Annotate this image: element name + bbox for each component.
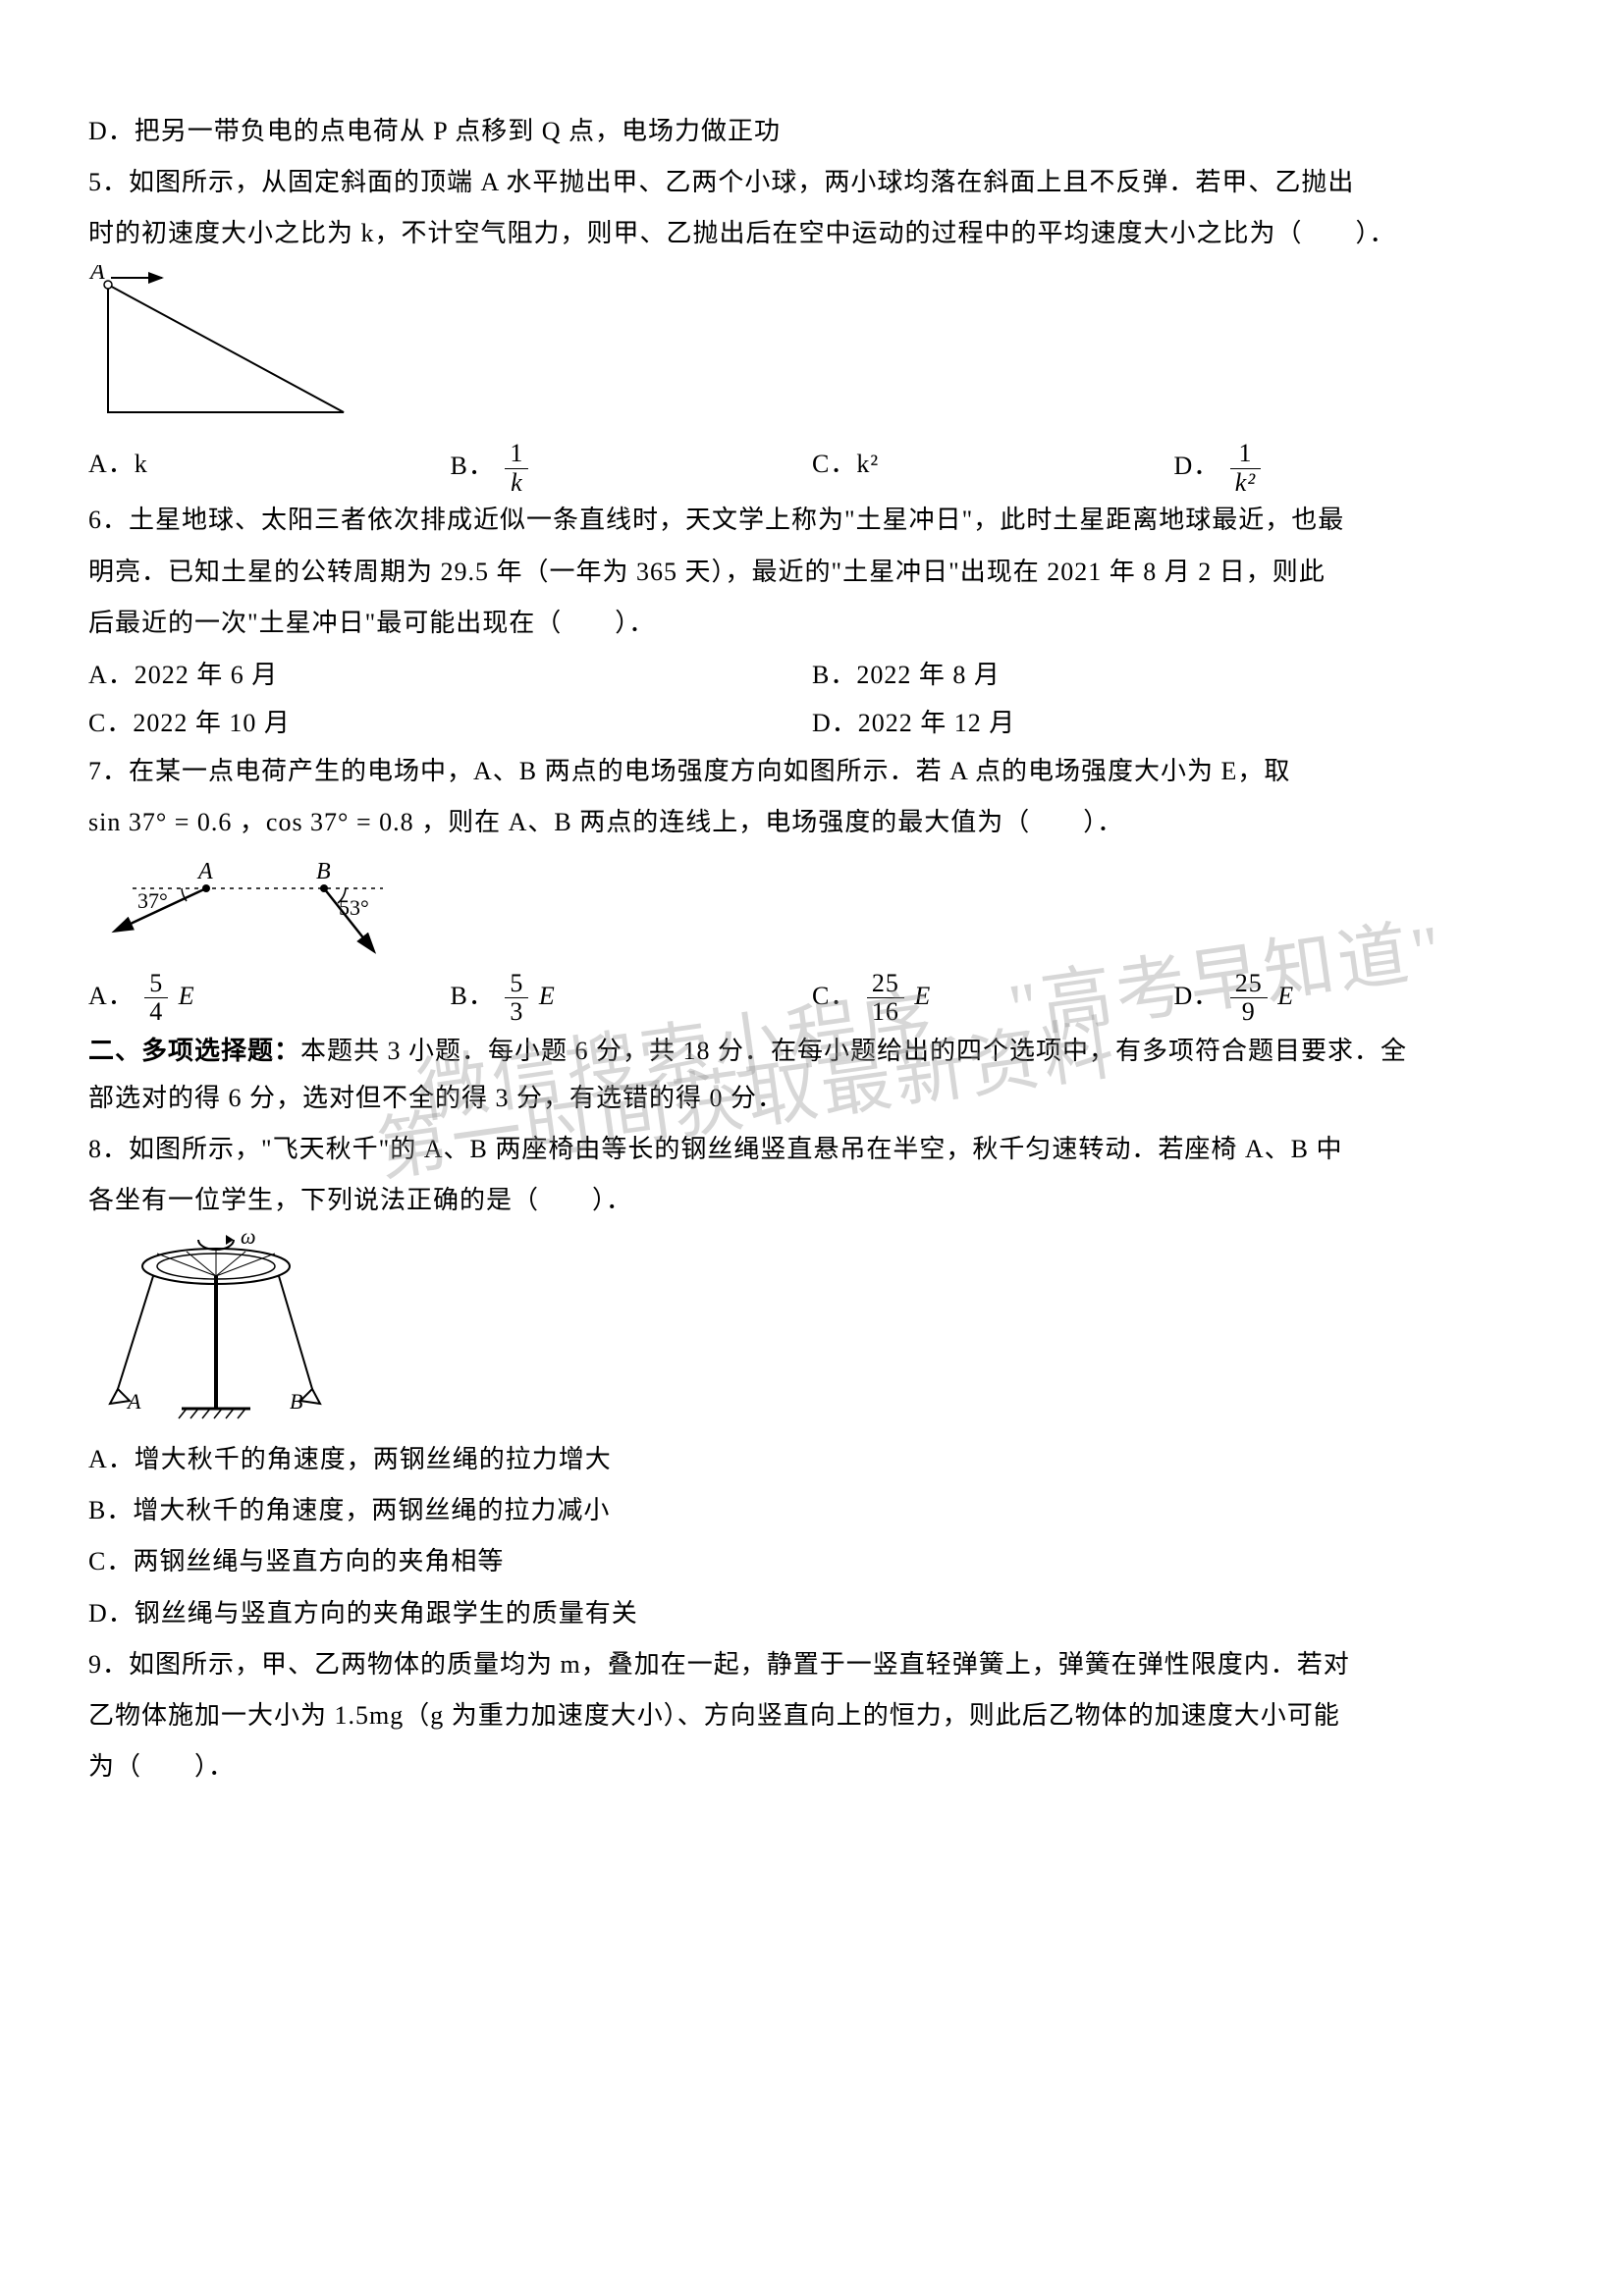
q8-optC: C．两钢丝绳与竖直方向的夹角相等 — [88, 1538, 1536, 1585]
q5-optC: C．k² — [812, 440, 1174, 497]
q6-stem: 6．土星地球、太阳三者依次排成近似一条直线时，天文学上称为"土星冲日"，此时土星… — [88, 497, 1536, 544]
q5-optB: B． 1k — [451, 440, 813, 497]
q5-figure: A — [88, 265, 1536, 432]
label-B: B — [290, 1389, 302, 1414]
q5-stem: 5．如图所示，从固定斜面的顶端 A 水平抛出甲、乙两个小球，两小球均落在斜面上且… — [88, 159, 1536, 206]
q7-optB: B． 53 E — [451, 970, 813, 1027]
label-A: A — [88, 265, 105, 285]
q9-stem: 9．如图所示，甲、乙两物体的质量均为 m，叠加在一起，静置于一竖直轻弹簧上，弹簧… — [88, 1641, 1536, 1688]
q8-optD: D．钢丝绳与竖直方向的夹角跟学生的质量有关 — [88, 1590, 1536, 1637]
label-A: A — [126, 1389, 141, 1414]
label-omega: ω — [241, 1232, 256, 1249]
q6-options: A．2022 年 6 月 B．2022 年 8 月 C．2022 年 10 月 … — [88, 651, 1536, 748]
q8-figure: ω A B — [88, 1232, 1536, 1428]
q7-options: A． 54 E B． 53 E C． 2516 E D． 259 E — [88, 970, 1536, 1027]
q8-optA: A．增大秋千的角速度，两钢丝绳的拉力增大 — [88, 1436, 1536, 1483]
q6-optB: B．2022 年 8 月 — [812, 651, 1536, 699]
q6-optA: A．2022 年 6 月 — [88, 651, 812, 699]
q5-options: A．k B． 1k C．k² D． 1k² — [88, 440, 1536, 497]
q5-optD: D． 1k² — [1174, 440, 1537, 497]
q9-stem: 为（ ）． — [88, 1743, 1536, 1790]
angle-A: 37° — [137, 888, 168, 913]
q7-stem: sin 37° = 0.6 ，cos 37° = 0.8 ，则在 A、B 两点的… — [88, 799, 1536, 846]
q5-optA: A．k — [88, 440, 451, 497]
q7-stem: 7．在某一点电荷产生的电场中，A、B 两点的电场强度方向如图所示．若 A 点的电… — [88, 748, 1536, 795]
q7-optD: D． 259 E — [1174, 970, 1537, 1027]
label-B: B — [316, 859, 331, 884]
q5-stem: 时的初速度大小之比为 k，不计空气阻力，则甲、乙抛出后在空中运动的过程中的平均速… — [88, 210, 1536, 257]
q8-options: A．增大秋千的角速度，两钢丝绳的拉力增大 B．增大秋千的角速度，两钢丝绳的拉力减… — [88, 1436, 1536, 1640]
angle-B: 53° — [339, 895, 369, 920]
q6-stem: 后最近的一次"土星冲日"最可能出现在（ ）． — [88, 600, 1536, 647]
q6-optC: C．2022 年 10 月 — [88, 699, 812, 747]
q6-optD: D．2022 年 12 月 — [812, 699, 1536, 747]
q7-figure: A B 37° 53° — [88, 854, 1536, 962]
section2-heading: 部选对的得 6 分，选对但不全的得 3 分，有选错的得 0 分． — [88, 1075, 1536, 1122]
q7-optC: C． 2516 E — [812, 970, 1174, 1027]
section2-heading: 二、多项选择题：本题共 3 小题．每小题 6 分，共 18 分．在每小题给出的四… — [88, 1027, 1536, 1075]
q7-optA: A． 54 E — [88, 970, 451, 1027]
q8-optB: B．增大秋千的角速度，两钢丝绳的拉力减小 — [88, 1487, 1536, 1534]
q8-stem: 各坐有一位学生，下列说法正确的是（ ）． — [88, 1177, 1536, 1224]
q8-stem: 8．如图所示，"飞天秋千"的 A、B 两座椅由等长的钢丝绳竖直悬吊在半空，秋千匀… — [88, 1126, 1536, 1173]
q6-stem: 明亮．已知土星的公转周期为 29.5 年（一年为 365 天），最近的"土星冲日… — [88, 549, 1536, 596]
q9-stem: 乙物体施加一大小为 1.5mg（g 为重力加速度大小）、方向竖直向上的恒力，则此… — [88, 1692, 1536, 1739]
q4-optD: D．把另一带负电的点电荷从 P 点移到 Q 点，电场力做正功 — [88, 108, 1536, 155]
label-A: A — [196, 859, 213, 884]
